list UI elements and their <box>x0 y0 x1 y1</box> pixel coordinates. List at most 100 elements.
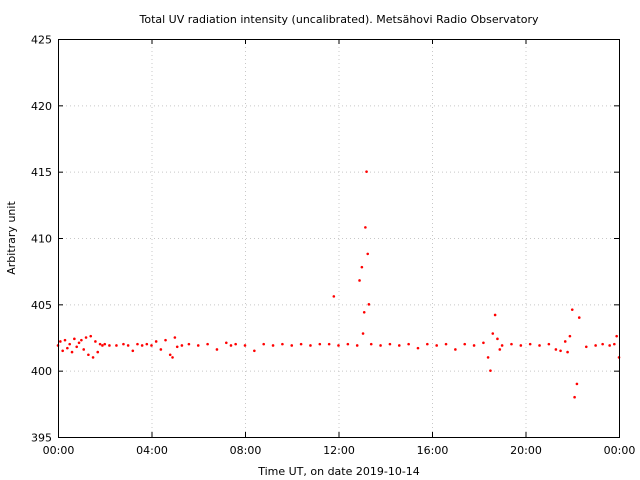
data-point <box>84 336 88 339</box>
data-point <box>171 356 174 359</box>
data-point <box>510 342 513 346</box>
y-tick-label: 415 <box>31 166 52 179</box>
data-point <box>358 279 361 282</box>
data-point <box>136 342 139 346</box>
data-point <box>367 303 371 306</box>
data-point <box>154 340 158 343</box>
data-point <box>528 342 532 346</box>
data-points <box>56 170 621 399</box>
data-point <box>290 344 294 347</box>
data-point <box>493 313 497 317</box>
data-point <box>435 344 438 347</box>
data-point <box>397 344 401 347</box>
data-point <box>87 353 90 357</box>
data-point <box>559 349 562 353</box>
data-point <box>361 332 365 335</box>
data-point <box>538 344 541 347</box>
data-point <box>122 342 125 346</box>
data-point <box>175 345 179 349</box>
data-point <box>364 226 367 229</box>
data-point <box>140 344 144 347</box>
data-point <box>75 345 78 349</box>
data-point <box>89 334 93 338</box>
data-point <box>332 295 336 298</box>
data-point <box>159 348 163 351</box>
data-point <box>108 344 111 347</box>
data-point <box>584 345 588 349</box>
y-tick-label: 410 <box>31 233 52 246</box>
data-point <box>101 344 104 347</box>
data-point <box>498 348 502 351</box>
x-tick-label: 00:00 <box>43 444 75 457</box>
data-point <box>63 338 67 342</box>
data-point <box>554 348 558 351</box>
data-point <box>346 342 350 346</box>
data-point <box>496 337 499 341</box>
data-point <box>566 350 569 354</box>
data-point <box>416 346 420 350</box>
data-point <box>570 308 574 311</box>
data-point <box>547 342 551 346</box>
data-point <box>601 342 604 346</box>
data-point <box>362 310 366 314</box>
data-point <box>486 356 490 359</box>
data-point <box>145 342 149 346</box>
data-point <box>253 349 256 353</box>
x-axis-label: Time UT, on date 2019-10-14 <box>257 465 420 478</box>
data-point <box>337 344 340 347</box>
data-point <box>563 340 567 343</box>
y-tick-label: 420 <box>31 100 52 113</box>
data-point <box>444 342 448 346</box>
data-point <box>577 316 581 319</box>
data-point <box>309 344 312 347</box>
data-point <box>369 342 373 346</box>
data-point <box>568 334 572 338</box>
chart-title: Total UV radiation intensity (uncalibrat… <box>139 13 539 26</box>
grid-lines <box>58 39 619 437</box>
data-point <box>70 350 74 354</box>
data-point <box>229 344 233 347</box>
data-point <box>482 341 485 345</box>
data-point <box>168 353 172 357</box>
x-tick-label: 20:00 <box>510 444 542 457</box>
data-point <box>613 342 616 346</box>
data-point <box>103 342 107 346</box>
data-point <box>472 344 476 347</box>
data-point <box>594 344 597 347</box>
data-point <box>608 344 611 347</box>
x-axis-ticks: 00:00 04:00 08:00 12:00 16:00 20:00 00:00 <box>43 39 635 457</box>
y-axis-ticks: 395 400 405 410 415 420 425 <box>31 34 619 445</box>
data-point <box>327 342 331 346</box>
y-tick-label: 400 <box>31 365 52 378</box>
data-point <box>519 344 523 347</box>
data-point <box>271 344 275 347</box>
data-point <box>366 252 370 256</box>
data-point <box>206 342 209 346</box>
x-tick-label: 16:00 <box>417 444 449 457</box>
data-point <box>68 342 71 346</box>
data-point <box>575 382 579 386</box>
data-point <box>225 341 228 345</box>
data-point <box>573 395 576 399</box>
data-point <box>126 344 130 347</box>
data-point <box>131 349 135 353</box>
data-point <box>94 340 97 343</box>
data-point <box>489 369 492 372</box>
data-point <box>187 342 191 346</box>
data-point <box>365 170 368 173</box>
data-point <box>82 348 86 351</box>
data-point <box>234 342 237 346</box>
data-point <box>73 337 76 341</box>
data-point <box>318 342 322 346</box>
data-point <box>463 342 467 346</box>
data-point <box>80 338 83 342</box>
data-point <box>215 348 219 351</box>
data-point <box>299 342 303 346</box>
data-point <box>454 348 457 351</box>
data-point <box>61 349 64 353</box>
data-point <box>615 334 618 338</box>
data-point <box>98 342 102 346</box>
data-point <box>379 344 382 347</box>
data-point <box>150 344 153 347</box>
